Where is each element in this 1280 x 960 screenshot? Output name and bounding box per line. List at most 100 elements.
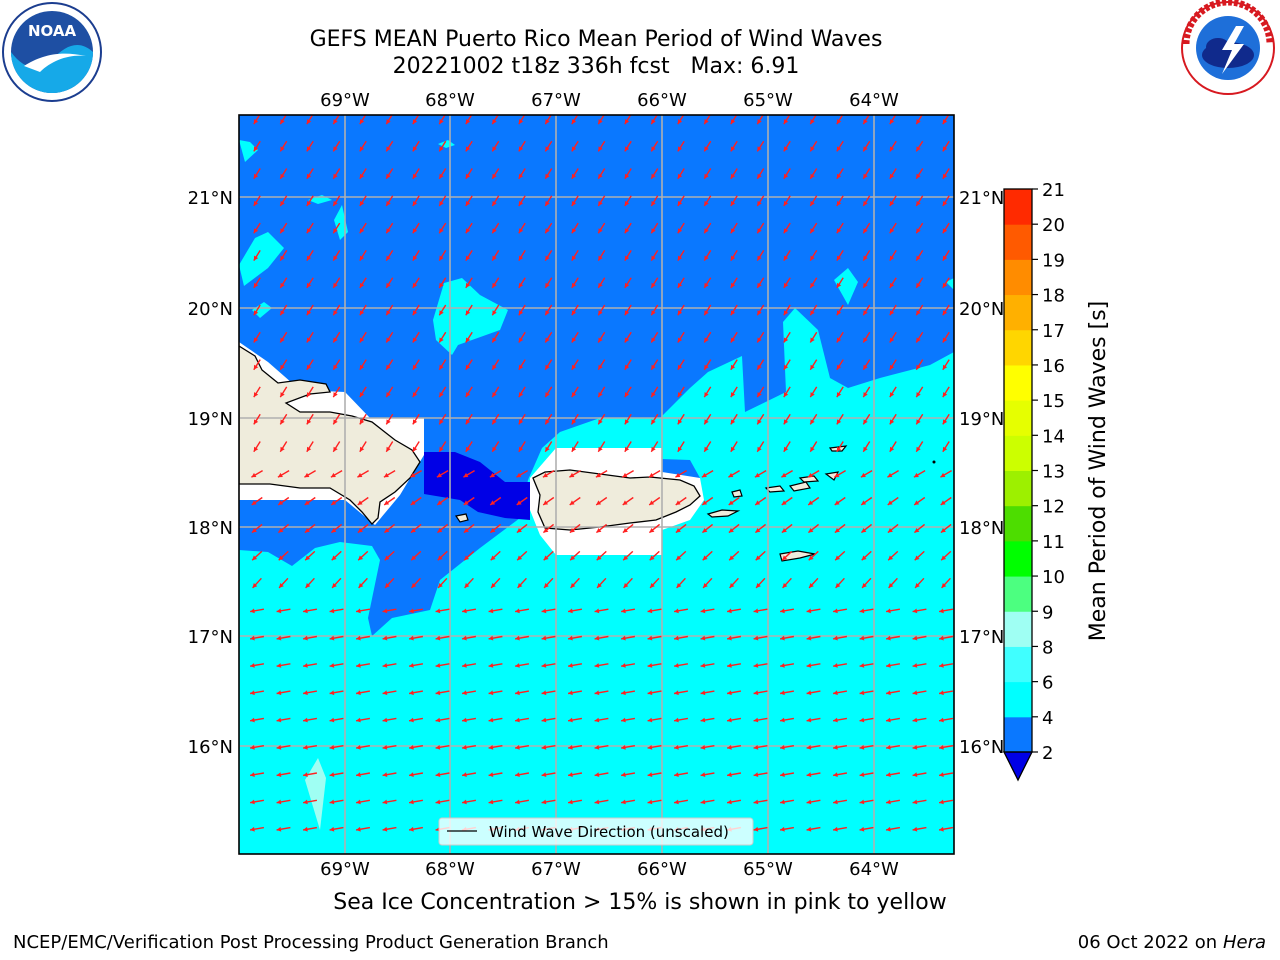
wave-direction-arrowhead	[359, 364, 365, 370]
wave-direction-arrowhead	[598, 228, 603, 234]
wave-direction-arrowhead	[702, 500, 708, 505]
wave-direction-arrowhead	[331, 500, 337, 505]
wave-direction-arrowhead	[437, 528, 443, 533]
colorbar-segment	[1004, 329, 1032, 366]
wave-direction-arrowhead	[280, 419, 285, 425]
wave-direction-arrowhead	[280, 392, 285, 398]
wave-direction-arrowhead	[889, 446, 895, 452]
wave-direction-arrowhead	[492, 446, 497, 452]
wave-direction-arrowhead	[594, 717, 600, 723]
wave-direction-arrowhead	[598, 173, 603, 179]
map-frame	[238, 114, 955, 855]
wave-direction-arrowhead	[676, 583, 682, 588]
wave-direction-arrowhead	[674, 799, 679, 805]
colorbar-extend-triangle	[1002, 751, 1034, 782]
chart-subtitle: 20221002 t18z 336h fcst Max: 6.91	[392, 54, 800, 79]
wave-direction-arrowhead	[412, 255, 418, 261]
field-4-6s-patch	[305, 758, 326, 830]
wave-direction-arrowhead	[808, 528, 814, 533]
wave-direction-arrowhead	[836, 282, 842, 288]
wave-direction-arrowhead	[888, 555, 894, 561]
wave-direction-arrowhead	[702, 528, 708, 533]
wave-direction-arrowhead	[757, 419, 762, 425]
wave-direction-arrowhead	[568, 608, 573, 614]
wave-direction-arrowhead	[622, 500, 628, 505]
wave-direction-arrowhead	[916, 419, 921, 425]
wave-direction-arrowhead	[863, 364, 868, 370]
wave-direction-arrowhead	[886, 799, 891, 805]
wave-direction-arrowhead	[624, 228, 630, 234]
wave-direction-arrowhead	[278, 500, 284, 505]
wave-direction-arrowhead	[488, 772, 494, 777]
wave-direction-arrowhead	[650, 583, 655, 588]
wave-direction-arrowhead	[834, 528, 840, 533]
wave-direction-arrowhead	[916, 201, 921, 206]
colorbar-segment	[1004, 505, 1032, 542]
wave-direction-arrowhead	[700, 772, 706, 777]
wave-direction-arrowhead	[492, 119, 497, 125]
lat-label-right: 19°N	[959, 409, 1004, 430]
wave-direction-arrowhead	[544, 583, 549, 588]
wave-direction-arrowhead	[753, 690, 759, 696]
wave-direction-arrowhead	[834, 472, 840, 478]
wave-direction-arrowhead	[280, 201, 285, 206]
colorbar-segment	[1004, 540, 1032, 577]
wave-direction-arrowhead	[889, 173, 895, 179]
wave-direction-arrowhead	[594, 663, 600, 668]
wave-direction-arrowhead	[810, 392, 815, 398]
wave-direction-arrowhead	[356, 772, 361, 777]
wave-direction-arrowhead	[886, 635, 891, 641]
wave-direction-arrowhead	[412, 146, 418, 152]
wave-direction-arrowhead	[810, 364, 815, 370]
wave-direction-arrowhead	[888, 583, 894, 588]
wave-direction-arrowhead	[303, 799, 308, 805]
wave-direction-arrowhead	[810, 146, 815, 152]
wave-direction-arrowhead	[306, 228, 312, 234]
wave-direction-arrowhead	[253, 228, 259, 234]
wave-direction-arrowhead	[755, 528, 761, 533]
wave-direction-arrowhead	[492, 392, 497, 398]
wave-direction-arrowhead	[382, 826, 388, 832]
wave-direction-arrowhead	[704, 310, 709, 316]
wave-direction-arrowhead	[704, 173, 709, 179]
wave-direction-arrowhead	[545, 282, 550, 288]
wave-direction-arrowhead	[727, 690, 732, 696]
wave-direction-arrowhead	[545, 201, 550, 206]
wave-direction-arrowhead	[912, 717, 918, 723]
wave-direction-arrowhead	[303, 772, 308, 777]
wave-direction-arrowhead	[836, 419, 842, 425]
wave-direction-arrowhead	[677, 364, 683, 370]
wave-direction-arrowhead	[757, 282, 762, 288]
wave-direction-arrowhead	[886, 663, 891, 668]
wave-direction-arrowhead	[940, 472, 946, 478]
wave-direction-arrowhead	[518, 119, 524, 125]
wave-direction-arrowhead	[412, 228, 418, 234]
saona-island	[455, 513, 469, 523]
wave-direction-arrowhead	[833, 745, 838, 750]
wave-direction-arrowhead	[806, 608, 812, 614]
wave-direction-arrowhead	[730, 173, 736, 179]
wave-direction-arrowhead	[252, 583, 258, 588]
lon-label-bottom: 65°W	[743, 859, 793, 880]
wave-direction-arrowhead	[677, 255, 683, 261]
graticule	[239, 115, 954, 854]
wave-direction-arrowhead	[730, 146, 736, 152]
lon-label-bottom: 66°W	[637, 859, 687, 880]
wave-direction-arrowhead	[276, 745, 282, 750]
sombrero-island	[932, 460, 936, 464]
wave-direction-arrowhead	[810, 446, 815, 452]
wave-direction-arrowhead	[700, 799, 706, 805]
wave-direction-arrowhead	[730, 337, 736, 343]
wave-direction-arrowhead	[623, 583, 629, 588]
wave-direction-arrowhead	[755, 500, 761, 505]
wave-direction-arrowhead	[303, 608, 308, 614]
wave-direction-arrowhead	[518, 364, 524, 370]
wave-direction-arrowhead	[649, 555, 655, 561]
wave-direction-arrowhead	[386, 337, 391, 343]
wave-direction-arrowhead	[280, 173, 285, 179]
wave-direction-arrowhead	[333, 255, 338, 261]
wave-direction-arrowhead	[835, 555, 841, 561]
wave-direction-arrowhead	[382, 663, 388, 668]
wave-direction-arrowhead	[516, 500, 522, 505]
lat-label-left: 21°N	[188, 188, 233, 209]
